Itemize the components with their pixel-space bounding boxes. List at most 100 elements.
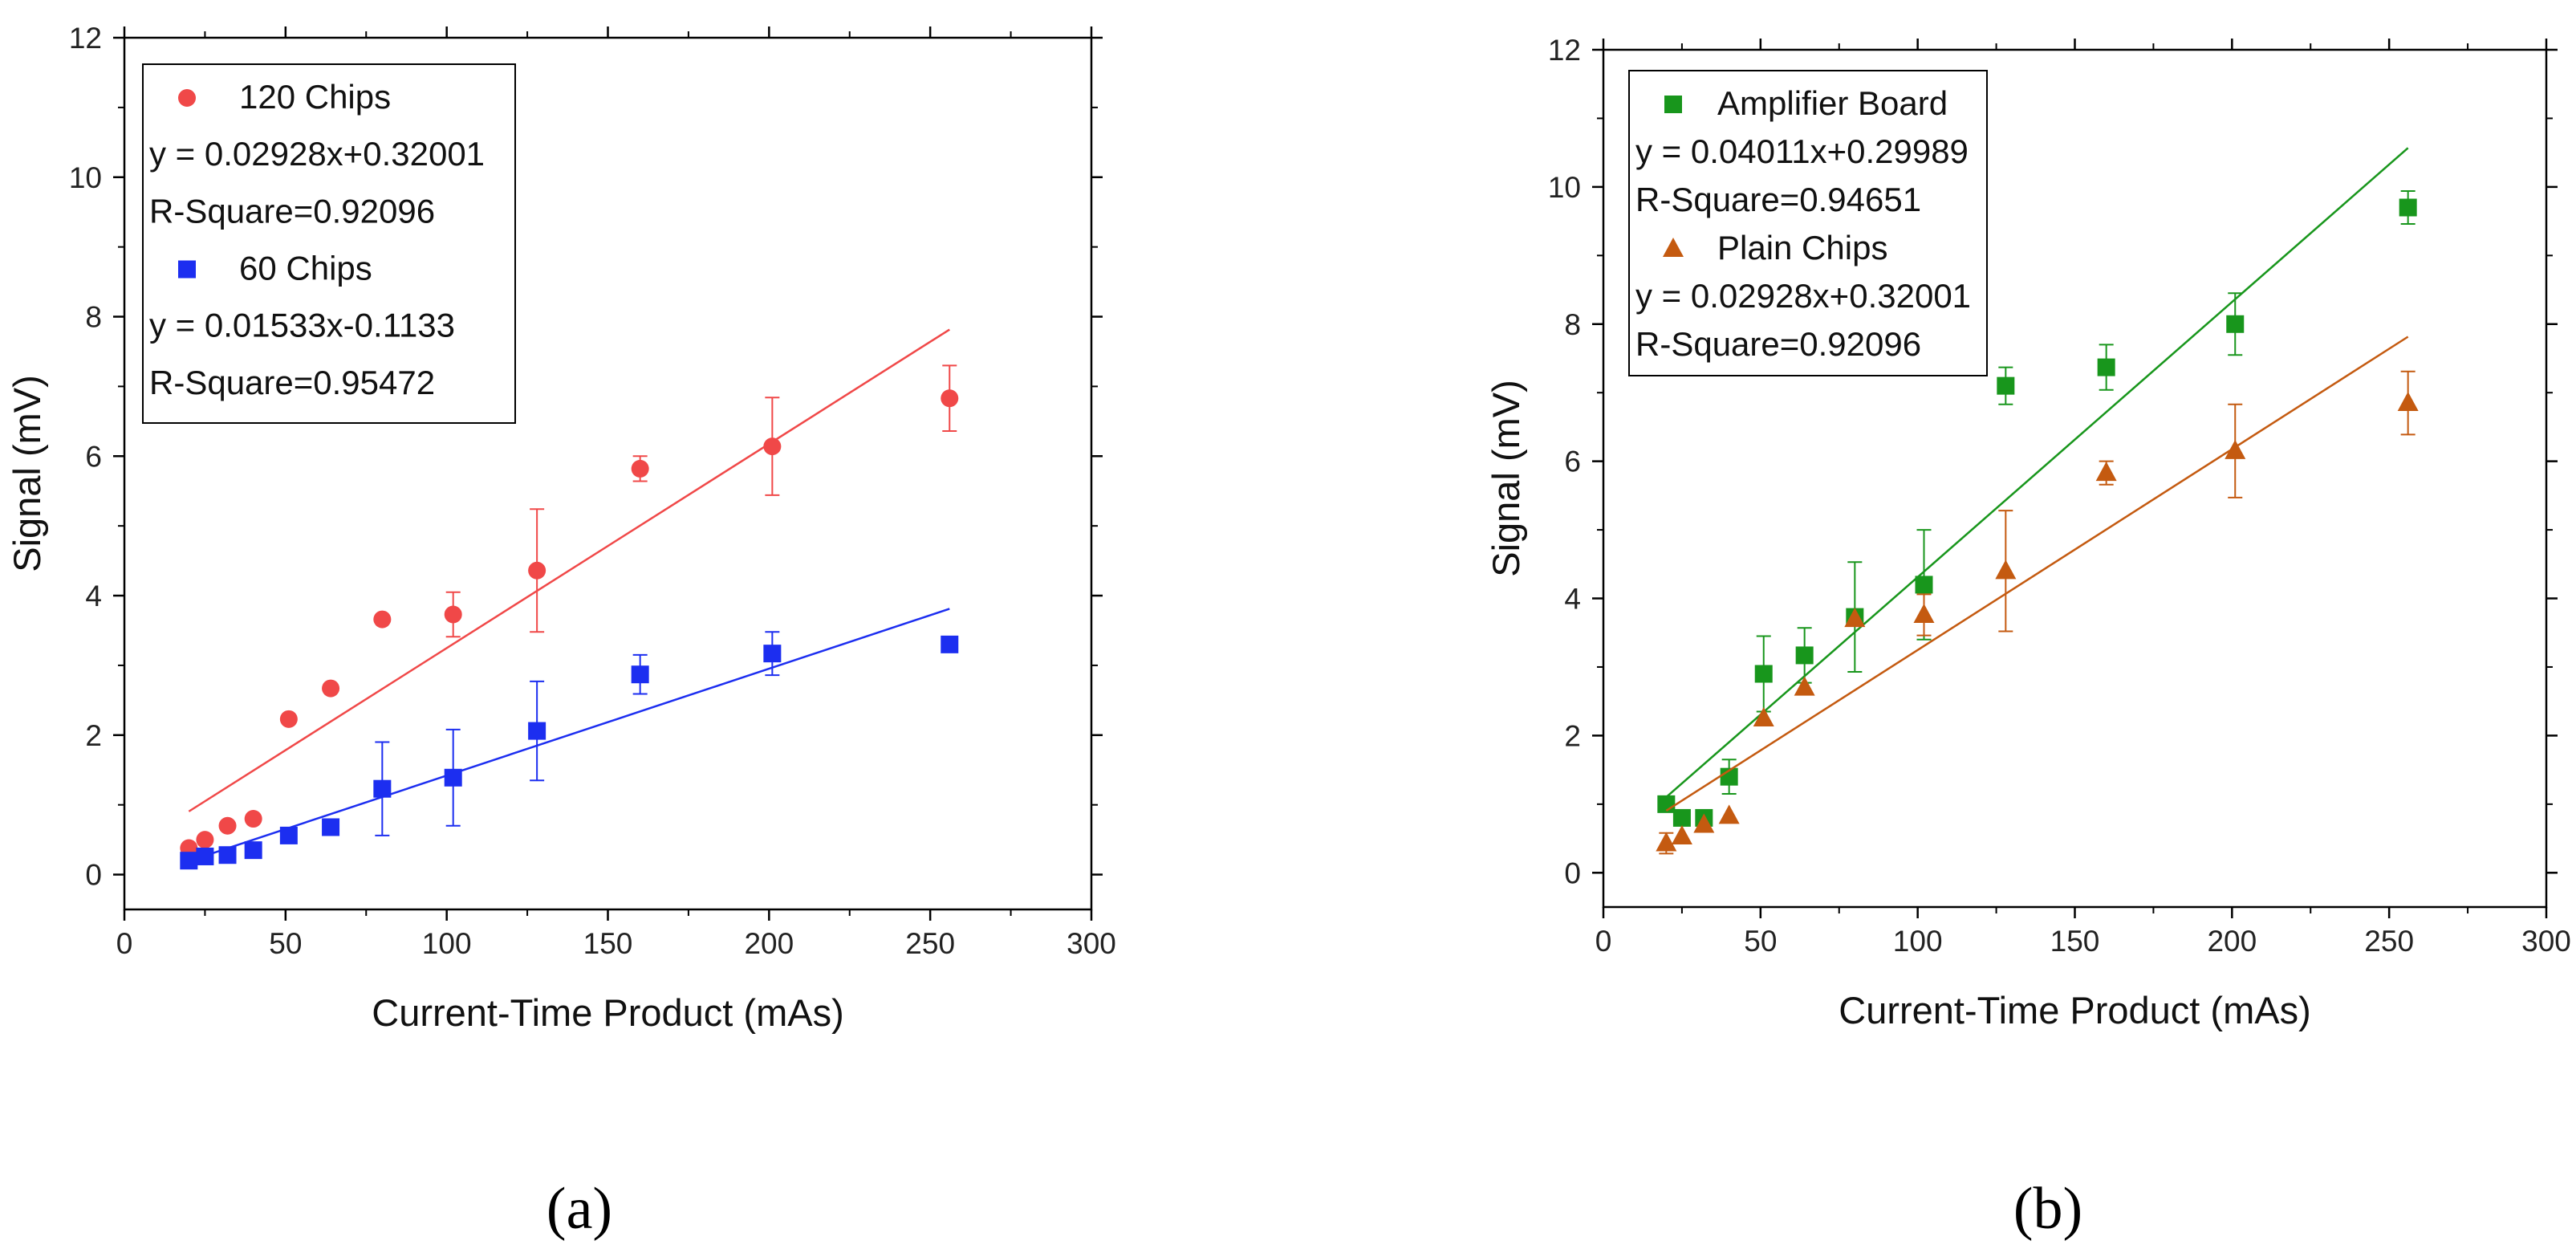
x-tick-label: 0	[1595, 925, 1612, 958]
legend: 120 Chips y = 0.02928x+0.32001 R-Square=0.…	[142, 63, 516, 424]
data-point	[196, 831, 214, 849]
data-point	[763, 437, 782, 456]
x-tick-label: 200	[744, 927, 794, 960]
x-tick-label: 300	[1067, 927, 1116, 960]
data-point	[1997, 376, 2015, 395]
legend-marker	[178, 260, 196, 279]
y-tick-label: 12	[1548, 34, 1581, 67]
y-tick-label: 2	[1564, 719, 1581, 752]
data-point	[1913, 604, 1935, 624]
x-tick-label: 100	[422, 927, 472, 960]
legend-series-name: 60 Chips	[239, 250, 372, 287]
data-point	[631, 665, 649, 684]
legend-equation: y = 0.02928x+0.32001	[149, 135, 485, 173]
data-point	[763, 645, 782, 663]
data-point	[2225, 439, 2246, 459]
y-tick-label: 4	[1564, 583, 1581, 616]
data-point	[1753, 707, 1774, 727]
legend-r-square: R-Square=0.95472	[149, 364, 435, 401]
series-120-chips	[180, 328, 959, 857]
data-point	[322, 818, 340, 836]
data-point	[2397, 392, 2419, 412]
fit-line	[188, 608, 950, 862]
legend-marker	[178, 89, 196, 107]
data-point	[244, 810, 262, 828]
data-point	[941, 635, 959, 653]
legend-equation: y = 0.01533x-0.1133	[149, 307, 455, 344]
x-tick-label: 250	[2364, 925, 2414, 958]
y-tick-label: 0	[85, 859, 102, 892]
legend-r-square: R-Square=0.92096	[1635, 325, 1921, 363]
y-tick-label: 8	[1564, 308, 1581, 341]
data-point	[941, 389, 959, 408]
data-point	[244, 841, 262, 860]
series-60-chips	[180, 608, 959, 870]
data-point	[218, 846, 237, 864]
legend-r-square: R-Square=0.92096	[149, 192, 435, 230]
fit-line	[188, 328, 950, 812]
panel-label: (a)	[546, 1176, 612, 1242]
legend-marker	[1664, 96, 1682, 113]
x-tick-label: 250	[905, 927, 955, 960]
data-point	[1672, 808, 1691, 827]
y-tick-label: 0	[1564, 856, 1581, 889]
data-point	[2399, 198, 2417, 217]
legend: Amplifier Board y = 0.04011x+0.29989 R-Squ…	[1628, 70, 1988, 376]
x-tick-label: 150	[583, 927, 633, 960]
data-point	[322, 679, 340, 698]
chart-panel-a: 0 50 100 150 200 250 300 0 2 4 6 8 10 12 Current-Time …	[6, 22, 1116, 1242]
panel-label: (b)	[2013, 1176, 2082, 1242]
legend-series-name: Plain Chips	[1717, 229, 1887, 266]
y-tick-label: 8	[85, 301, 102, 334]
fit-line	[1665, 147, 2409, 799]
legend-r-square: R-Square=0.94651	[1635, 181, 1921, 218]
data-point	[1671, 824, 1692, 844]
legend-equation: y = 0.02928x+0.32001	[1635, 277, 1971, 315]
data-point	[1718, 804, 1740, 824]
data-point	[218, 816, 237, 835]
x-axis-title: Current-Time Product (mAs)	[1839, 989, 2310, 1031]
data-point	[2226, 315, 2245, 333]
data-point	[1844, 608, 1866, 628]
x-axis-title: Current-Time Product (mAs)	[372, 991, 843, 1034]
data-point	[1915, 576, 1933, 594]
y-tick-label: 10	[1548, 171, 1581, 204]
chart-panel-b: 0 50 100 150 200 250 300 0 2 4 6 8 10 12 Current-Time …	[1485, 34, 2571, 1242]
data-point	[1795, 646, 1814, 665]
data-point	[279, 710, 298, 728]
data-point	[2097, 358, 2115, 376]
data-point	[631, 459, 649, 478]
x-tick-label: 50	[1744, 925, 1777, 958]
legend-box	[1628, 70, 1988, 376]
data-point	[528, 561, 546, 580]
legend-series-name: 120 Chips	[239, 78, 391, 116]
legend-equation: y = 0.04011x+0.29989	[1635, 132, 1969, 170]
y-tick-label: 12	[69, 22, 102, 55]
data-point	[2095, 462, 2117, 482]
data-point	[444, 605, 462, 624]
x-tick-label: 150	[2050, 925, 2100, 958]
x-tick-label: 200	[2207, 925, 2257, 958]
legend-series-name: Amplifier Board	[1717, 84, 1948, 122]
fit-line	[1665, 336, 2409, 812]
x-tick-label: 50	[269, 927, 302, 960]
data-point	[1693, 813, 1715, 833]
data-point	[373, 610, 392, 629]
legend-box	[142, 63, 516, 424]
y-axis-title: Signal (mV)	[6, 375, 48, 572]
legend-marker	[1663, 238, 1684, 257]
y-axis-title: Signal (mV)	[1485, 380, 1527, 577]
y-tick-label: 6	[1564, 445, 1581, 478]
data-point	[180, 852, 198, 870]
data-point	[1656, 832, 1677, 852]
y-tick-label: 6	[85, 440, 102, 473]
data-point	[528, 722, 546, 740]
data-point	[196, 847, 214, 865]
x-tick-label: 0	[116, 927, 133, 960]
data-point	[1995, 559, 2017, 580]
data-point	[279, 826, 298, 844]
data-point	[1794, 676, 1815, 696]
y-tick-label: 2	[85, 719, 102, 752]
y-tick-label: 4	[85, 580, 102, 612]
x-tick-label: 300	[2521, 925, 2571, 958]
